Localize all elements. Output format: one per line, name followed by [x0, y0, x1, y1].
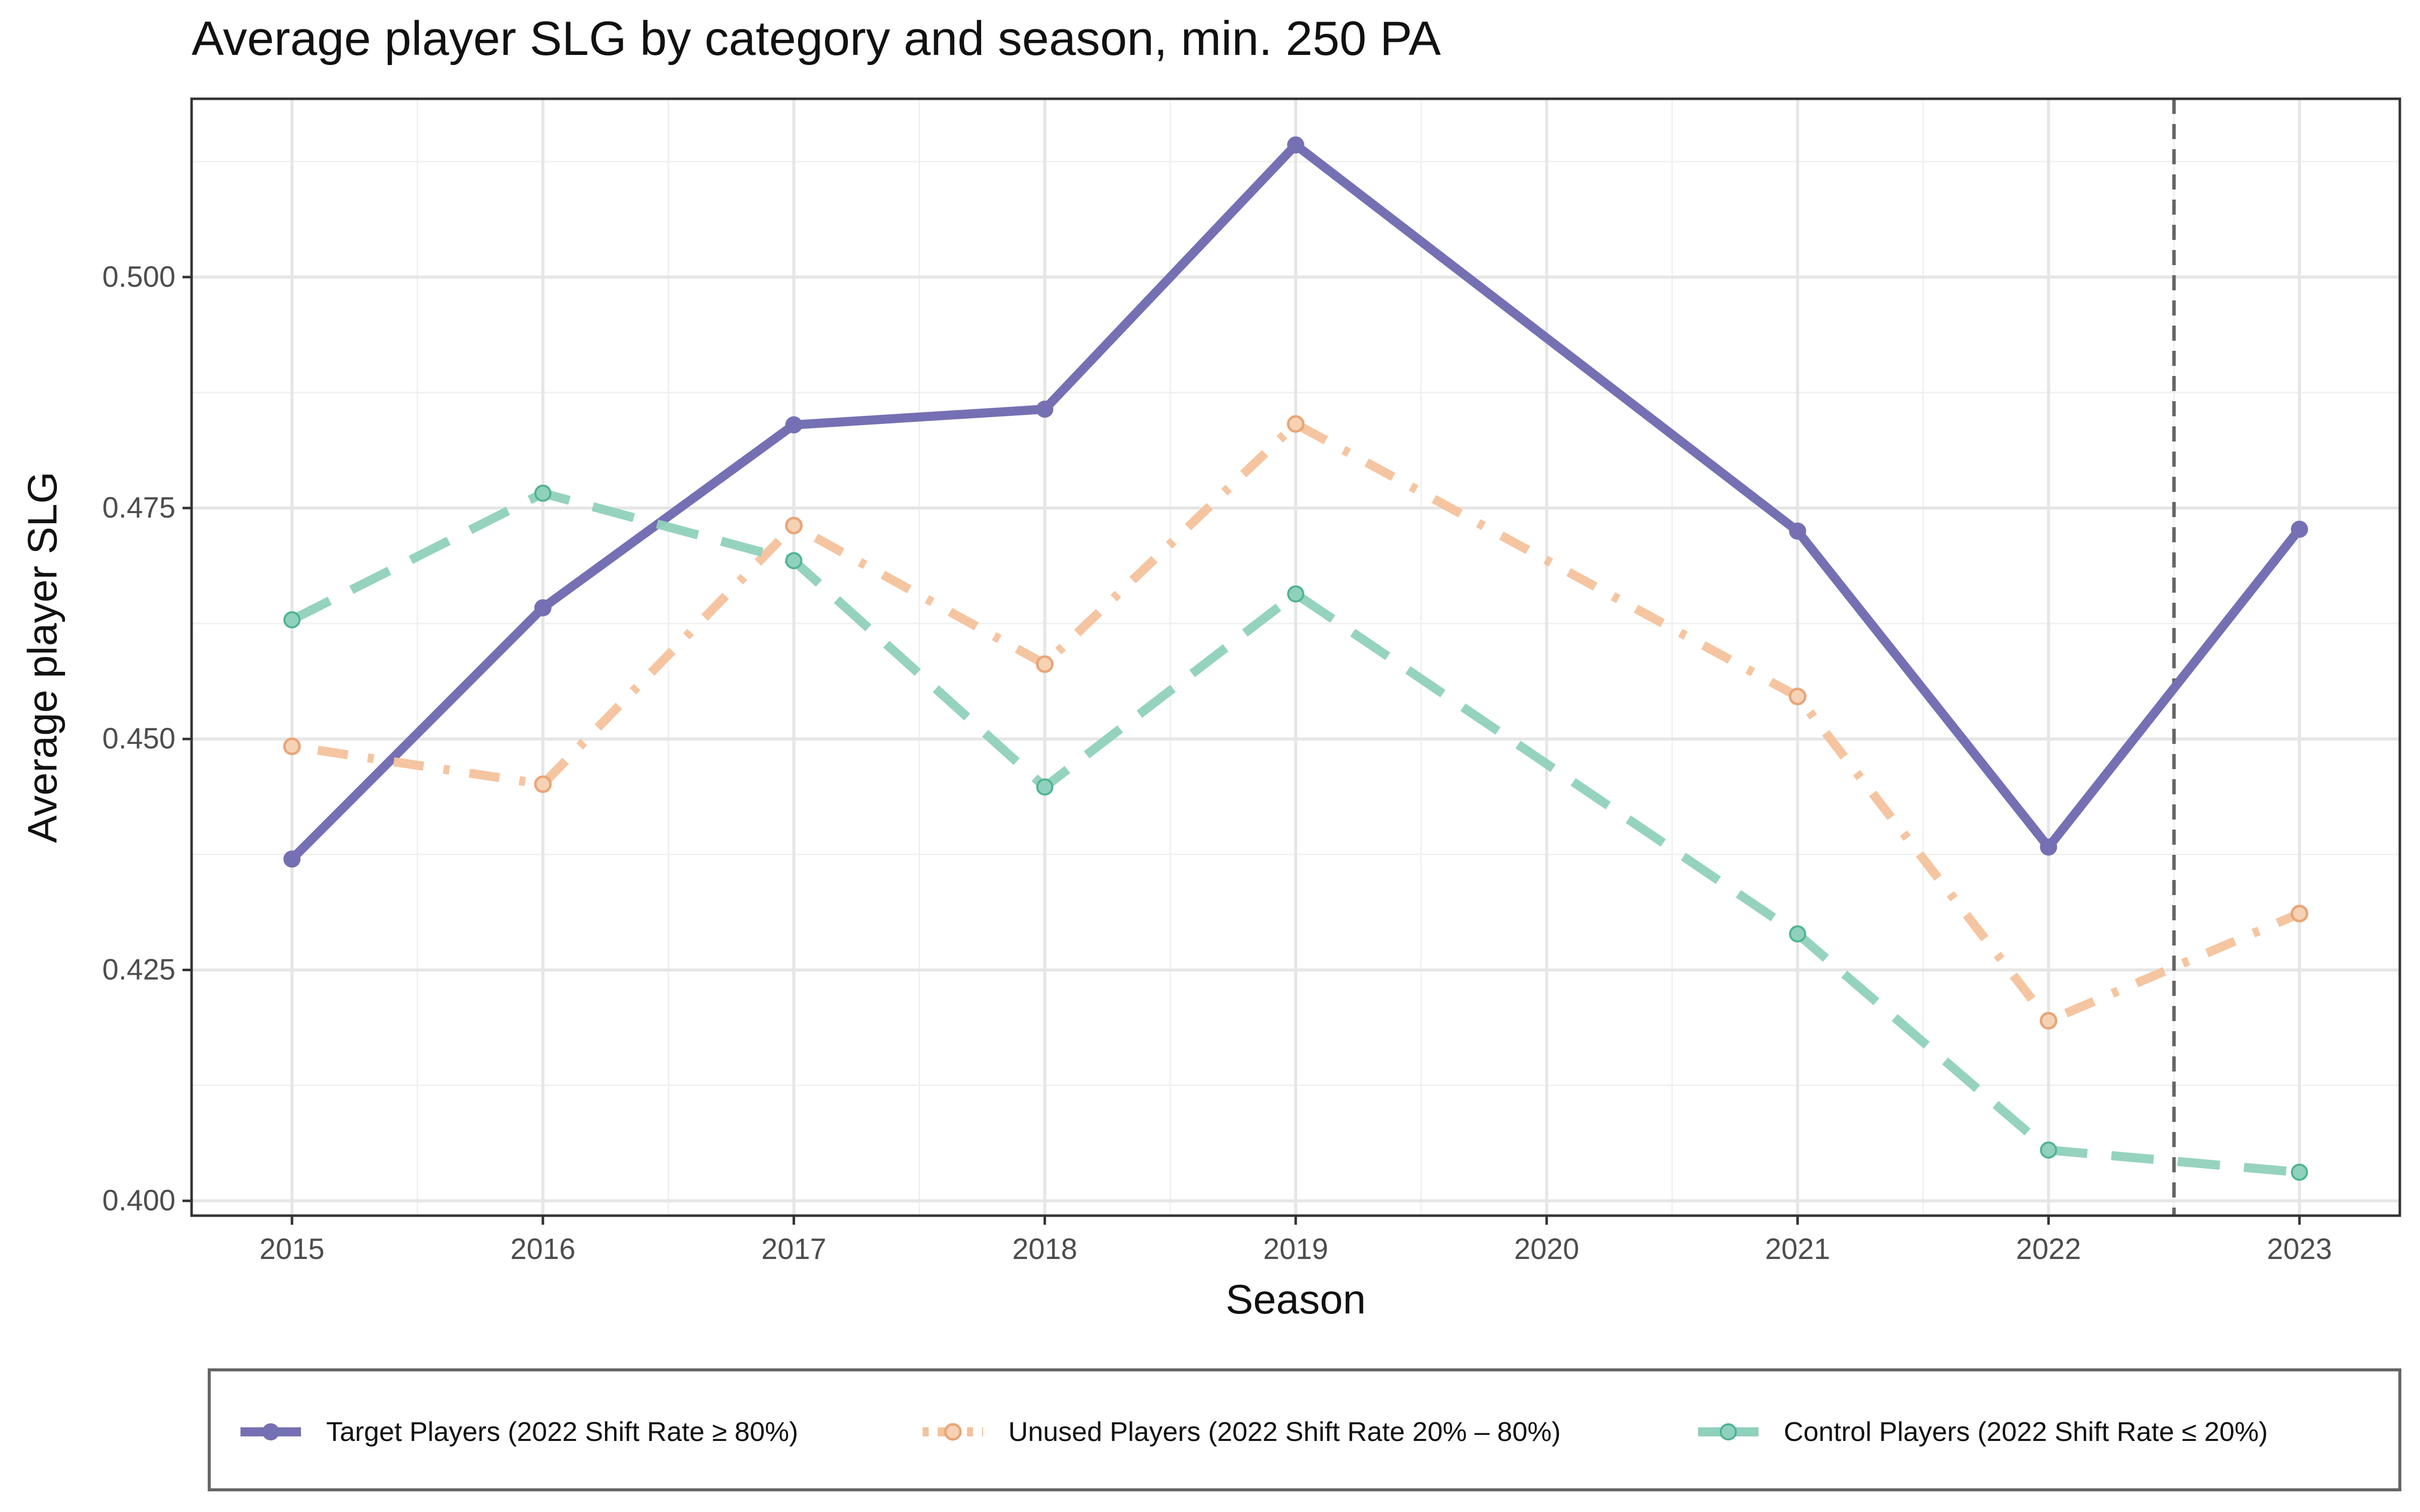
data-point-0 — [2040, 838, 2058, 856]
data-point-2 — [1287, 585, 1304, 603]
data-point-2 — [534, 484, 552, 502]
data-point-1 — [1788, 687, 1806, 706]
data-point-2 — [1789, 925, 1806, 942]
x-axis-title: Season — [1226, 1277, 1366, 1322]
data-point-1 — [2039, 1012, 2058, 1030]
data-point-0 — [1036, 400, 1054, 418]
data-point-1 — [2290, 905, 2309, 923]
series-line-0 — [288, 140, 2303, 862]
y-axis-title: Average player SLG — [20, 472, 66, 843]
series-line-1 — [291, 419, 2302, 1026]
chart-title: Average player SLG by category and seaso… — [192, 12, 1441, 66]
data-point-1 — [534, 775, 552, 793]
data-point-0 — [785, 416, 803, 434]
data-point-0 — [283, 850, 301, 868]
data-point-2 — [1036, 778, 1054, 796]
x-tick-label: 2016 — [510, 1233, 575, 1266]
y-tick-label: 0.425 — [102, 953, 175, 986]
x-tick-label: 2021 — [1765, 1233, 1830, 1266]
y-tick-label: 0.450 — [102, 722, 175, 755]
x-tick-label: 2023 — [2267, 1233, 2332, 1266]
legend-label-0: Target Players (2022 Shift Rate ≥ 80%) — [326, 1417, 798, 1447]
data-point-2 — [2290, 1163, 2308, 1181]
data-point-1 — [283, 737, 301, 755]
x-tick-label: 2017 — [761, 1233, 826, 1266]
series-line-2 — [290, 488, 2300, 1177]
data-point-0 — [534, 599, 552, 616]
legend-box — [208, 1368, 2401, 1491]
x-tick-label: 2015 — [260, 1233, 325, 1266]
x-tick-label: 2022 — [2016, 1233, 2081, 1266]
x-tick-label: 2020 — [1514, 1233, 1579, 1266]
legend-key-point-2 — [1720, 1423, 1737, 1440]
data-point-1 — [1036, 655, 1054, 673]
data-point-2 — [785, 552, 803, 570]
legend-label-1: Unused Players (2022 Shift Rate 20% – 80… — [1008, 1417, 1561, 1447]
data-point-0 — [1789, 522, 1806, 540]
data-point-1 — [785, 517, 803, 535]
data-point-2 — [2040, 1141, 2058, 1159]
data-point-2 — [283, 611, 301, 628]
legend-key-point-0 — [262, 1423, 279, 1440]
data-point-0 — [1287, 136, 1304, 154]
x-tick-label: 2018 — [1012, 1233, 1077, 1266]
y-tick-label: 0.500 — [102, 261, 175, 293]
data-point-0 — [2290, 521, 2308, 538]
data-point-1 — [1287, 415, 1305, 433]
legend-label-2: Control Players (2022 Shift Rate ≤ 20%) — [1784, 1417, 2268, 1447]
y-tick-label: 0.400 — [102, 1184, 175, 1217]
y-tick-label: 0.475 — [102, 491, 175, 524]
legend-key-point-1 — [944, 1423, 962, 1441]
x-tick-label: 2019 — [1263, 1233, 1328, 1266]
